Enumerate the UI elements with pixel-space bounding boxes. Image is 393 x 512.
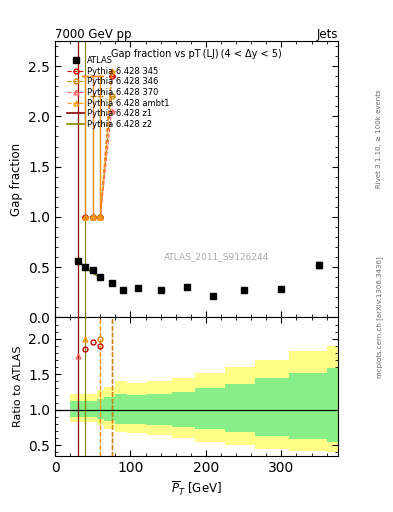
Legend: ATLAS, Pythia 6.428 345, Pythia 6.428 346, Pythia 6.428 370, Pythia 6.428 ambt1,: ATLAS, Pythia 6.428 345, Pythia 6.428 34… <box>65 53 173 132</box>
Text: mcplots.cern.ch [arXiv:1306.3436]: mcplots.cern.ch [arXiv:1306.3436] <box>376 257 383 378</box>
Text: Jets: Jets <box>316 28 338 41</box>
X-axis label: $\overline{P}_{T}$ [GeV]: $\overline{P}_{T}$ [GeV] <box>171 480 222 498</box>
Text: ATLAS_2011_S9126244: ATLAS_2011_S9126244 <box>163 252 269 261</box>
Y-axis label: Gap fraction: Gap fraction <box>9 143 23 216</box>
Text: 7000 GeV pp: 7000 GeV pp <box>55 28 132 41</box>
Text: Gap fraction vs pT (LJ) (4 < Δy < 5): Gap fraction vs pT (LJ) (4 < Δy < 5) <box>111 49 282 59</box>
Text: Rivet 3.1.10, ≥ 100k events: Rivet 3.1.10, ≥ 100k events <box>376 89 382 187</box>
Y-axis label: Ratio to ATLAS: Ratio to ATLAS <box>13 346 23 428</box>
